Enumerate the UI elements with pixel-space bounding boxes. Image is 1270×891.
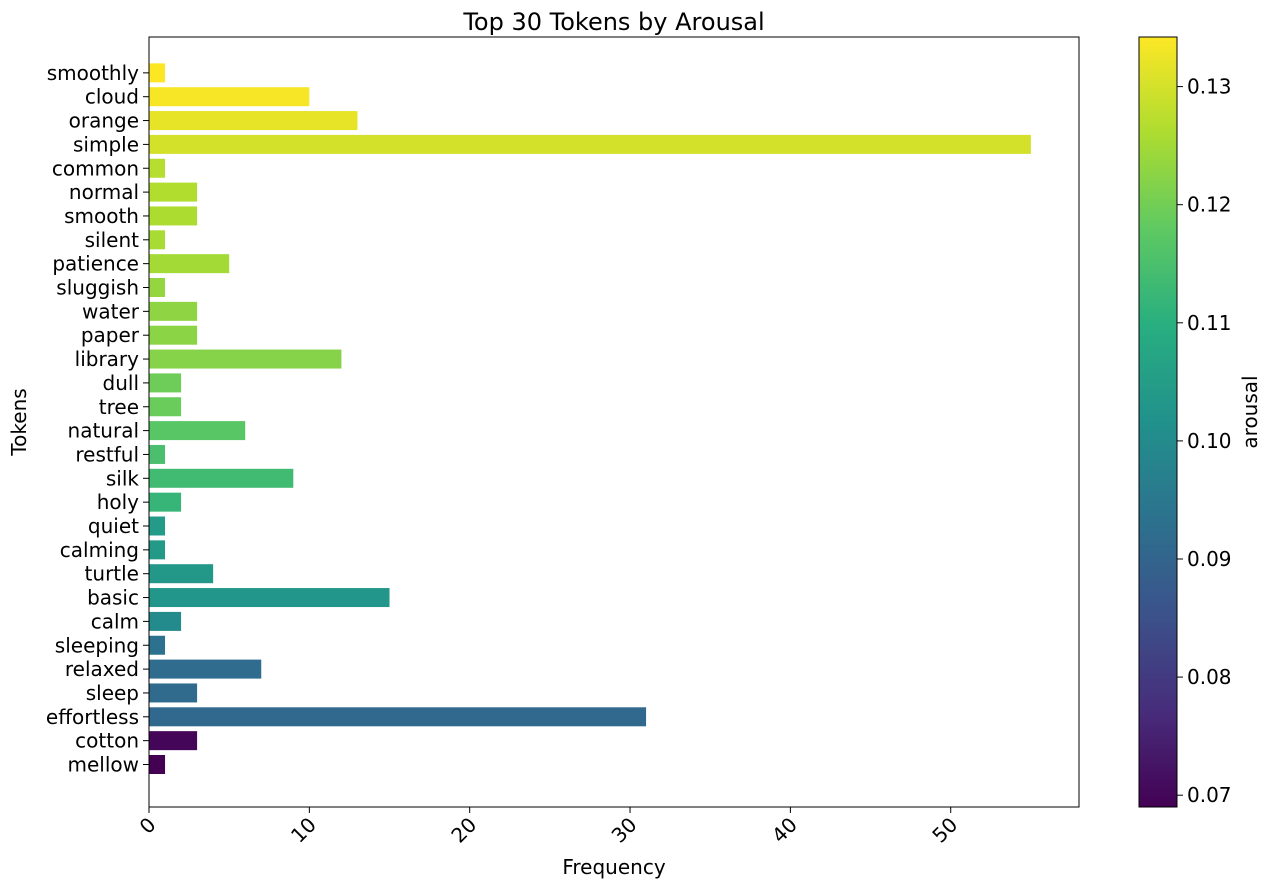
bar-natural — [149, 421, 246, 441]
y-tick-label-mellow: mellow — [68, 753, 140, 777]
bar-holy — [149, 492, 182, 512]
y-tick-label-sleep: sleep — [86, 681, 139, 705]
bar-quiet — [149, 516, 166, 536]
x-tick-label-10: 10 — [286, 813, 321, 848]
bar-mellow — [149, 755, 166, 774]
x-axis: 0 10 20 30 40 50 — [135, 807, 962, 848]
chart-title: Top 30 Tokens by Arousal — [462, 8, 764, 36]
y-tick-label-natural: natural — [68, 419, 139, 443]
y-tick-label-library: library — [75, 347, 140, 371]
bar-calm — [149, 611, 182, 631]
y-tick-label-common: common — [52, 156, 139, 180]
colorbar-tick-label-5: 0.12 — [1187, 193, 1232, 217]
y-tick-label-cotton: cotton — [75, 729, 139, 753]
y-axis: mellowcottoneffortlesssleeprelaxedsleepi… — [46, 61, 149, 777]
plot-frame — [148, 36, 1080, 808]
bar-sleep — [149, 683, 198, 703]
y-tick-label-calm: calm — [91, 609, 139, 633]
y-axis-label: Tokens — [7, 388, 31, 456]
colorbar-tick-label-1: 0.08 — [1187, 665, 1232, 689]
x-tick-label-0: 0 — [135, 813, 161, 839]
bar-calming — [149, 540, 166, 560]
y-tick-label-tree: tree — [99, 395, 139, 419]
colorbar-axis: 0.07 0.08 0.09 0.10 0.11 0.12 0.13 — [1177, 75, 1232, 807]
y-tick-label-smoothly: smoothly — [47, 61, 139, 85]
bar-library — [149, 349, 342, 369]
y-tick-label-calming: calming — [60, 538, 139, 562]
y-tick-label-sleeping: sleeping — [55, 633, 139, 657]
bar-turtle — [149, 564, 214, 584]
bars-layer — [149, 63, 1031, 774]
colorbar-label: arousal — [1238, 375, 1262, 448]
bar-cloud — [149, 87, 310, 107]
bar-dull — [149, 373, 182, 393]
bar-silent — [149, 230, 166, 250]
bar-water — [149, 301, 198, 321]
colorbar-tick-label-4: 0.11 — [1187, 311, 1232, 335]
x-tick-label-50: 50 — [927, 813, 962, 848]
bar-patience — [149, 254, 230, 274]
x-tick-label-40: 40 — [767, 813, 802, 848]
y-tick-label-water: water — [82, 299, 140, 323]
bar-paper — [149, 325, 198, 345]
bar-cotton — [149, 731, 198, 751]
y-tick-label-silk: silk — [106, 466, 140, 490]
bar-sleeping — [149, 635, 166, 655]
y-tick-label-turtle: turtle — [85, 562, 139, 586]
y-tick-label-dull: dull — [103, 371, 139, 395]
bar-basic — [149, 588, 390, 608]
y-tick-label-paper: paper — [81, 323, 140, 347]
bar-tree — [149, 397, 182, 417]
bar-sluggish — [149, 278, 166, 297]
y-tick-label-simple: simple — [73, 132, 139, 156]
y-tick-label-effortless: effortless — [46, 705, 139, 729]
y-tick-label-silent: silent — [85, 228, 140, 252]
bar-normal — [149, 182, 198, 202]
y-tick-label-cloud: cloud — [85, 85, 139, 109]
colorbar-tick-label-0: 0.07 — [1187, 783, 1232, 807]
bar-relaxed — [149, 659, 262, 679]
bar-orange — [149, 111, 358, 131]
colorbar-tick-label-2: 0.09 — [1187, 547, 1232, 571]
colorbar-tick-label-6: 0.13 — [1187, 75, 1232, 99]
colorbar — [1138, 36, 1178, 808]
y-tick-label-sluggish: sluggish — [56, 276, 139, 300]
x-tick-label-20: 20 — [446, 813, 481, 848]
y-tick-label-basic: basic — [87, 586, 139, 610]
y-tick-label-restful: restful — [75, 442, 139, 466]
y-tick-label-normal: normal — [69, 180, 139, 204]
bar-effortless — [149, 707, 647, 727]
y-tick-label-smooth: smooth — [64, 204, 139, 228]
y-tick-label-patience: patience — [52, 252, 139, 276]
y-tick-label-quiet: quiet — [88, 514, 139, 538]
x-axis-label: Frequency — [562, 855, 665, 879]
bar-restful — [149, 444, 166, 464]
bar-simple — [149, 134, 1031, 154]
y-tick-label-holy: holy — [97, 490, 139, 514]
colorbar-tick-label-3: 0.10 — [1187, 429, 1232, 453]
bar-silk — [149, 468, 294, 488]
bar-smoothly — [149, 63, 166, 83]
bar-common — [149, 158, 166, 178]
x-tick-label-30: 30 — [607, 813, 642, 848]
y-tick-label-relaxed: relaxed — [65, 657, 139, 681]
bar-smooth — [149, 206, 198, 226]
y-tick-label-orange: orange — [69, 109, 139, 133]
